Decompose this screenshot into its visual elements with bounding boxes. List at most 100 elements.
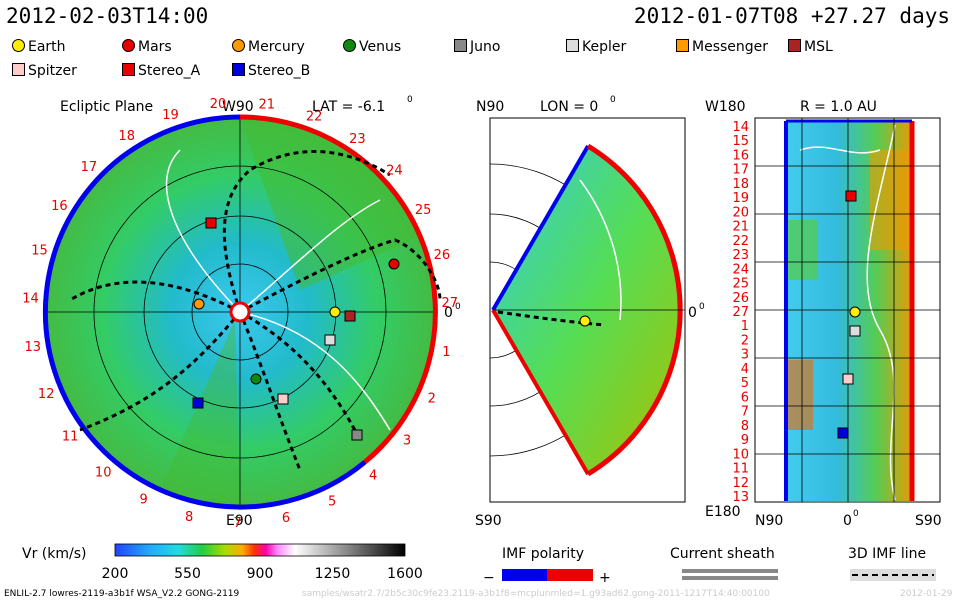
- current-sheath-label: Current sheath: [670, 546, 775, 562]
- colorbar-tick-label: 900: [247, 566, 274, 582]
- ecliptic-plane: Ecliptic Plane W90 LAT = -6.1 0 E90 0 0 …: [22, 95, 461, 531]
- rotation-label: 14: [22, 291, 39, 306]
- legend-earth: Earth: [12, 39, 66, 55]
- rotation-label: 26: [434, 248, 451, 263]
- rotation-label: 23: [349, 132, 366, 147]
- synoptic-bottom-degree: 0: [853, 509, 859, 519]
- synoptic-row-label: 8: [741, 419, 749, 434]
- meridional-lon-label: LON = 0: [540, 99, 598, 115]
- watermark-text: samples/wsatr2.7/2b5c30c9fe23.2119-a3b1f…: [302, 589, 770, 599]
- rotation-label: 9: [139, 493, 147, 508]
- earth-marker-meridional: [579, 315, 591, 327]
- rotation-label: 24: [386, 164, 403, 179]
- mercury-marker-icon: [232, 39, 245, 52]
- legend-msl: MSL: [788, 39, 833, 55]
- mars-marker: [388, 258, 400, 270]
- synoptic-row-label: 21: [732, 220, 749, 235]
- synoptic-row-label: 25: [732, 277, 749, 292]
- imf-polarity-label: IMF polarity: [502, 546, 584, 562]
- rotation-label: 16: [51, 199, 68, 214]
- spitzer-marker-icon: [12, 63, 25, 76]
- synoptic-row-label: 12: [732, 476, 749, 491]
- legend-kepler: Kepler: [566, 39, 626, 55]
- current-sheath-legend: Current sheath: [670, 546, 778, 580]
- synoptic-fast-region: [870, 150, 910, 250]
- ecliptic-title: Ecliptic Plane: [60, 99, 153, 115]
- left-timestamp: 2012-02-03T14:00: [6, 4, 209, 28]
- rotation-label: 11: [62, 429, 79, 444]
- rotation-label: 3: [403, 433, 411, 448]
- rotation-label: 20: [210, 97, 227, 112]
- legend-messenger: Messenger: [676, 39, 768, 55]
- ecliptic-top-label: W90: [222, 99, 254, 115]
- colorbar-tick-label: 1250: [315, 566, 351, 582]
- right-timestamp: 2012-01-07T08 +27.27 days: [633, 4, 950, 28]
- imf-positive-swatch: [547, 569, 593, 581]
- ecliptic-rim-negative: [42, 114, 367, 510]
- synoptic-row-label: 15: [732, 134, 749, 149]
- rotation-label: 21: [259, 98, 276, 113]
- legend-stereo-b: Stereo_B: [232, 63, 310, 79]
- synoptic-row-label: 3: [741, 348, 749, 363]
- rotation-label: 6: [282, 511, 290, 526]
- colorbar-tick-label: 200: [102, 566, 129, 582]
- stereo-a-marker: [205, 217, 217, 229]
- meridional-plane: N90 LON = 0 0 S90 0 0: [475, 95, 705, 529]
- rotation-label: 10: [95, 465, 112, 480]
- rotation-label: 17: [81, 160, 98, 175]
- spitzer-marker-synoptic: [842, 373, 854, 385]
- meridional-bottom-label: S90: [475, 513, 502, 529]
- legend-mars: Mars: [122, 39, 172, 55]
- synoptic-row-label: 2: [741, 334, 749, 349]
- rotation-label: 19: [162, 108, 179, 123]
- sun-icon: [229, 301, 251, 323]
- ecliptic-right-degree: 0: [455, 302, 461, 312]
- rotation-label: 25: [415, 203, 432, 218]
- rotation-label: 5: [328, 495, 336, 510]
- stereo-a-marker-synoptic: [845, 190, 857, 202]
- synoptic-row-label: 22: [732, 234, 749, 249]
- ecliptic-lat-degree: 0: [407, 95, 413, 105]
- footer-date-tail: 2012-01-29: [900, 589, 953, 599]
- synoptic-row-label: 9: [741, 433, 749, 448]
- colorbar-gradient: [114, 543, 406, 557]
- synoptic-row-label: 16: [732, 149, 749, 164]
- legend-juno: Juno: [454, 39, 500, 55]
- rotation-label: 2: [428, 391, 436, 406]
- rotation-label: 13: [25, 340, 42, 355]
- synoptic-row-label: 11: [732, 462, 749, 477]
- synoptic-row-label: 10: [732, 447, 749, 462]
- ecliptic-right-label: 0: [444, 305, 453, 321]
- juno-marker: [351, 429, 363, 441]
- rotation-label: 8: [185, 510, 193, 525]
- legend-stereo-a: Stereo_A: [122, 63, 200, 79]
- synoptic-row-label: 26: [732, 291, 749, 306]
- synoptic-row-label: 20: [732, 205, 749, 220]
- synoptic-slow-region: [788, 220, 818, 280]
- synoptic-top-left-label: W180: [705, 99, 746, 115]
- synoptic-row-labels: 1415161718192021222324252627123456789101…: [732, 120, 749, 505]
- imf-line-legend: 3D IMF line: [848, 546, 936, 581]
- model-text: ENLIL-2.7 lowres-2119-a3b1f WSA_V2.2 GON…: [4, 589, 240, 599]
- ecliptic-bottom-label: E90: [226, 513, 253, 529]
- imf-line-label: 3D IMF line: [848, 546, 926, 562]
- colorbar: Vr (km/s) 200 550 900 1250 1600: [22, 543, 423, 582]
- rotation-label: 1: [442, 345, 450, 360]
- colorbar-tick-label: 1600: [387, 566, 423, 582]
- stereo-b-marker-synoptic: [837, 427, 849, 439]
- meridional-right-label: 0: [688, 305, 697, 321]
- synoptic-row-label: 23: [732, 248, 749, 263]
- msl-marker: [344, 310, 356, 322]
- rotation-label: 22: [306, 110, 323, 125]
- earth-marker-icon: [12, 39, 25, 52]
- body-legend: Earth Mars Mercury Venus Juno Kepler Mes…: [0, 36, 960, 86]
- stereo-b-marker: [192, 397, 204, 409]
- imf-negative-label: −: [483, 570, 495, 586]
- legend-spitzer: Spitzer: [12, 63, 77, 79]
- stereo-b-marker-icon: [232, 63, 245, 76]
- synoptic-row-label: 6: [741, 390, 749, 405]
- imf-polarity-legend: IMF polarity − +: [483, 546, 611, 586]
- rotation-label: 12: [38, 387, 55, 402]
- messenger-marker-icon: [676, 39, 689, 52]
